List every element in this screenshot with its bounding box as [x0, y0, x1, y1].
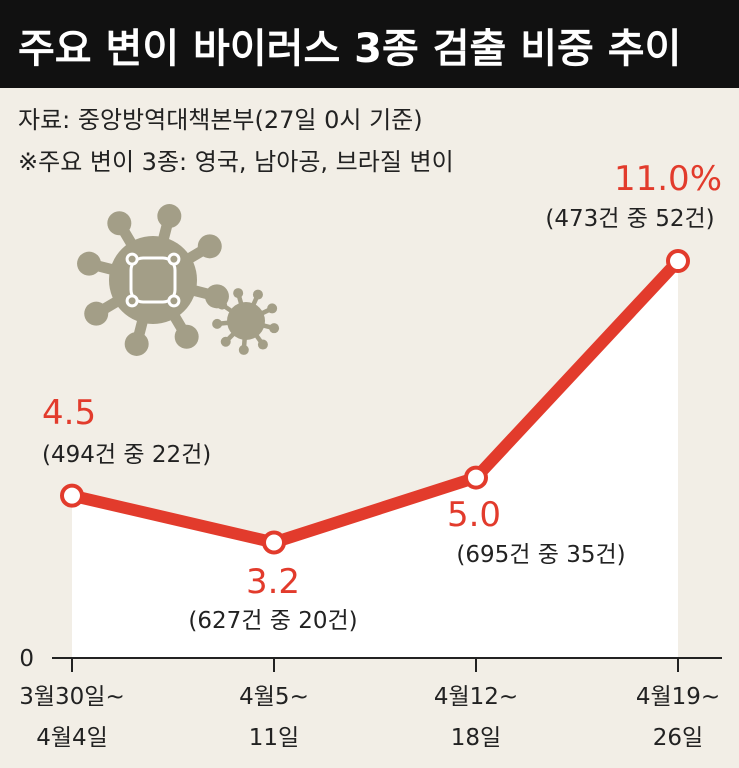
- value-label: 3.2: [246, 562, 300, 602]
- variant-note: ※주요 변이 3종: 영국, 남아공, 브라질 변이: [18, 148, 454, 176]
- series-line: [66, 255, 684, 549]
- data-point: [464, 465, 488, 490]
- value-label: 11.0%: [614, 159, 722, 199]
- x-tick-label: 11일: [249, 725, 299, 751]
- count-label: (695건 중 35건): [456, 542, 625, 568]
- x-tick-label: 4월5~: [239, 684, 309, 710]
- x-tick-label: 4월12~: [434, 684, 518, 710]
- data-point: [60, 483, 84, 508]
- data-point: [262, 530, 286, 555]
- x-tick-label: 4월19~: [636, 684, 720, 710]
- data-point: [666, 249, 690, 274]
- value-label: 4.5: [42, 393, 96, 433]
- virus-icon: [77, 204, 280, 356]
- value-label: 5.0: [447, 495, 501, 535]
- chart-title: 주요 변이 바이러스 3종 검출 비중 추이: [18, 26, 682, 72]
- count-label: (627건 중 20건): [188, 608, 357, 634]
- x-tick-label: 4월4일: [36, 725, 108, 751]
- x-tick-label: 3월30일~: [19, 684, 125, 710]
- y-tick-label: 0: [19, 646, 34, 672]
- count-label: (494건 중 22건): [42, 442, 211, 468]
- x-tick-label: 18일: [451, 725, 501, 751]
- area-fill: [72, 261, 678, 658]
- source-note: 자료: 중앙방역대책본부(27일 0시 기준): [18, 106, 423, 134]
- count-label: (473건 중 52건): [545, 206, 714, 232]
- title-bar: 주요 변이 바이러스 3종 검출 비중 추이: [0, 0, 739, 88]
- x-tick-label: 26일: [653, 725, 703, 751]
